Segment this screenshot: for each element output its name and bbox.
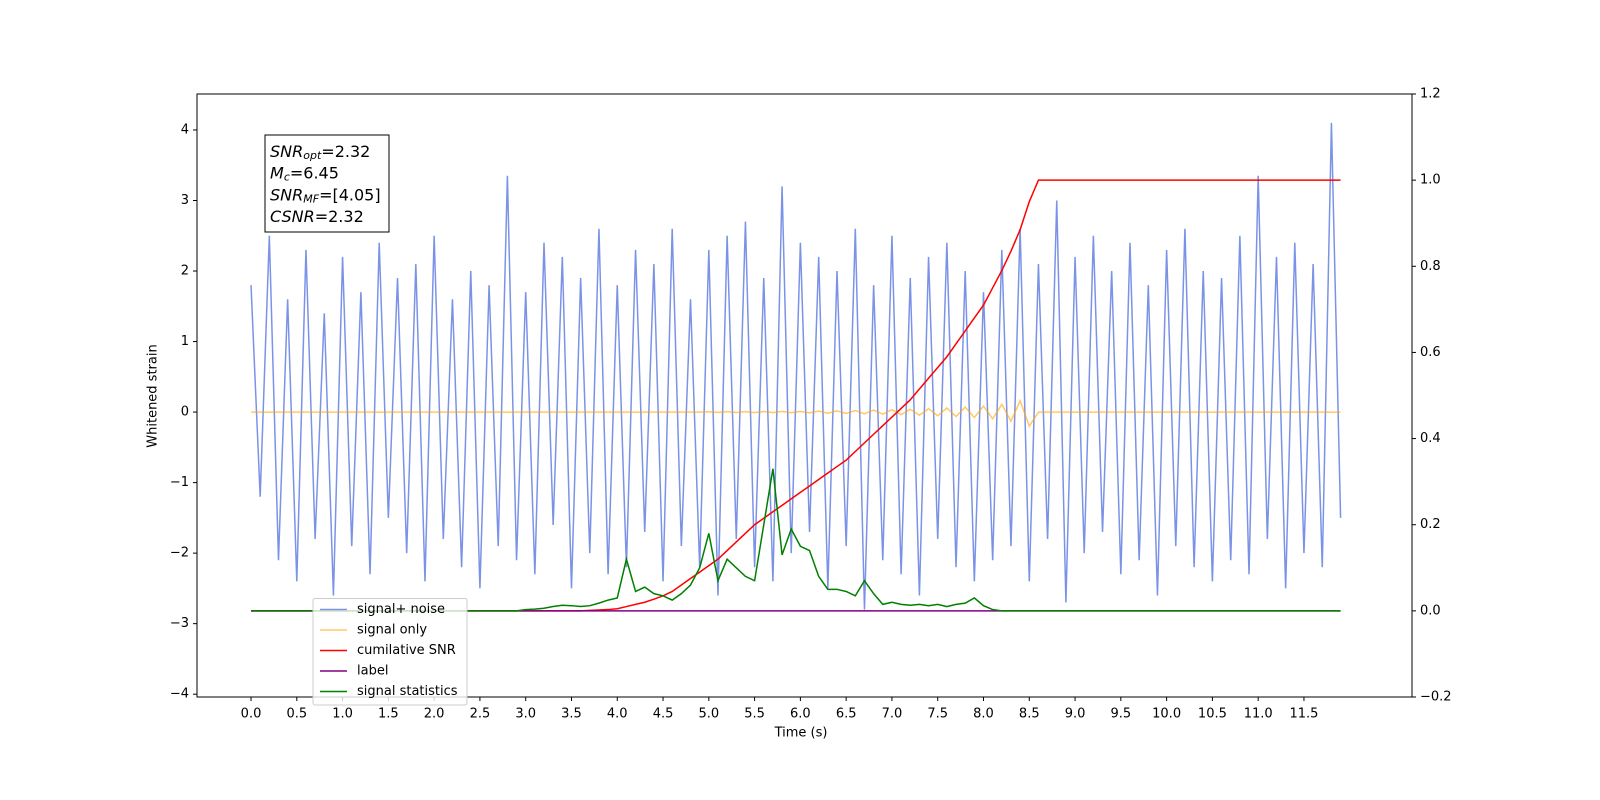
x-tick-label: 7.5 [927, 707, 948, 722]
y-tick-label: 2 [181, 264, 189, 279]
annotation: SNRopt=2.32 [270, 142, 370, 163]
annotation-text: =[4.05] [319, 185, 381, 204]
annotation: Mc=6.45 [270, 163, 339, 184]
y2-tick-label: 1.0 [1420, 173, 1441, 188]
x-tick-label: 8.0 [973, 707, 994, 722]
annotation-subscript: opt [303, 149, 322, 162]
x-tick-label: 2.0 [424, 707, 445, 722]
x-tick-label: 5.0 [698, 707, 719, 722]
y2-tick-label: −0.2 [1420, 690, 1452, 705]
annotation-box [264, 134, 390, 233]
annotation-symbol: SNR [270, 142, 303, 161]
y-tick-label: 0 [181, 405, 189, 420]
legend-label: cumilative SNR [357, 643, 456, 658]
x-tick-label: 2.5 [470, 707, 491, 722]
x-tick-label: 8.5 [1019, 707, 1040, 722]
annotation-symbol: CSNR [270, 207, 315, 226]
series-line [250, 122, 1342, 610]
annotation-symbol: SNR [270, 185, 303, 204]
x-tick-label: 0.5 [286, 707, 307, 722]
x-tick-label: 5.5 [744, 707, 765, 722]
y-tick-label: 3 [181, 193, 189, 208]
annotation: CSNR=2.32 [270, 207, 364, 226]
legend-box [312, 598, 468, 706]
x-tick-label: 10.0 [1152, 707, 1181, 722]
y-tick-label: −3 [170, 616, 189, 631]
legend-label: label [357, 664, 388, 679]
y2-tick-label: 1.2 [1420, 87, 1441, 102]
legend-label: signal only [357, 623, 427, 638]
annotation-subscript: c [284, 171, 290, 184]
x-tick-label: 1.0 [332, 707, 353, 722]
x-tick-label: 4.5 [653, 707, 674, 722]
x-tick-label: 10.5 [1198, 707, 1227, 722]
y-axis-label: Whitened strain [146, 344, 161, 447]
series-line [251, 398, 1341, 428]
y-tick-label: 4 [181, 122, 189, 137]
annotation-symbol: M [270, 163, 284, 182]
y2-tick-label: 0.0 [1420, 603, 1441, 618]
x-tick-label: 3.5 [561, 707, 582, 722]
x-tick-label: 9.0 [1065, 707, 1086, 722]
y-tick-label: −4 [170, 687, 189, 702]
x-tick-label: 11.5 [1289, 707, 1318, 722]
axes-frame [196, 93, 1413, 698]
x-tick-label: 7.0 [882, 707, 903, 722]
y-tick-label: 1 [181, 334, 189, 349]
annotation-text: =2.32 [321, 142, 370, 161]
y2-tick-label: 0.8 [1420, 259, 1441, 274]
x-tick-label: 4.0 [607, 707, 628, 722]
annotation-text: =2.32 [315, 207, 364, 226]
y-tick-label: −2 [170, 546, 189, 561]
legend-label: signal+ noise [357, 602, 445, 617]
annotation-subscript: MF [303, 192, 319, 205]
x-tick-label: 3.0 [515, 707, 536, 722]
annotation: SNRMF=[4.05] [270, 185, 381, 206]
x-axis-label: Time (s) [774, 726, 828, 741]
x-tick-label: 11.0 [1244, 707, 1273, 722]
y2-tick-label: 0.4 [1420, 431, 1441, 446]
annotation-text: =6.45 [290, 163, 339, 182]
x-tick-label: 6.5 [836, 707, 857, 722]
x-tick-label: 6.0 [790, 707, 811, 722]
x-tick-label: 0.0 [241, 707, 262, 722]
legend-label: signal statistics [357, 684, 458, 699]
y2-tick-label: 0.6 [1420, 345, 1441, 360]
x-tick-label: 1.5 [378, 707, 399, 722]
y-tick-label: −1 [170, 475, 189, 490]
x-tick-label: 9.5 [1110, 707, 1131, 722]
y2-tick-label: 0.2 [1420, 517, 1441, 532]
